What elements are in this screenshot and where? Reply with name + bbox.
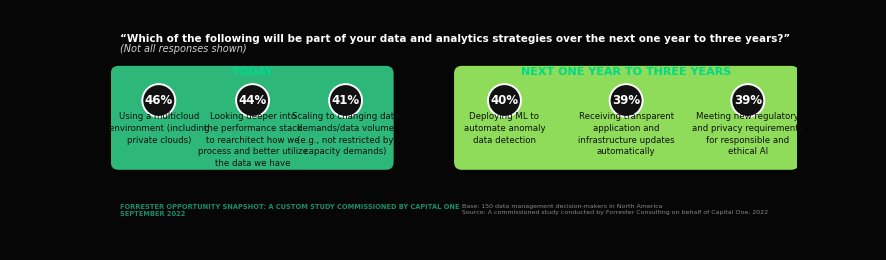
Circle shape xyxy=(733,85,764,116)
Text: (Not all responses shown): (Not all responses shown) xyxy=(120,43,246,54)
Text: 39%: 39% xyxy=(734,94,762,107)
Text: 44%: 44% xyxy=(238,94,267,107)
Circle shape xyxy=(730,83,766,118)
FancyBboxPatch shape xyxy=(111,66,393,170)
Text: Using a multicloud
environment (including
private clouds): Using a multicloud environment (includin… xyxy=(109,112,209,145)
Circle shape xyxy=(144,85,175,116)
Text: Base: 150 data management decision-makers in North America
Source: A commissione: Base: 150 data management decision-maker… xyxy=(462,204,768,215)
Circle shape xyxy=(328,83,363,118)
Circle shape xyxy=(609,83,643,118)
Circle shape xyxy=(142,83,176,118)
Circle shape xyxy=(489,85,520,116)
Text: Looking deeper into
the performance stack
to rearchitect how we
process and bett: Looking deeper into the performance stac… xyxy=(198,112,307,168)
Text: NEXT ONE YEAR TO THREE YEARS: NEXT ONE YEAR TO THREE YEARS xyxy=(521,67,731,77)
Text: Meeting new regulatory
and privacy requirements
for responsible and
ethical AI: Meeting new regulatory and privacy requi… xyxy=(692,112,804,157)
Text: 39%: 39% xyxy=(612,94,641,107)
Text: Deploying ML to
automate anomaly
data detection: Deploying ML to automate anomaly data de… xyxy=(463,112,545,145)
Circle shape xyxy=(330,85,361,116)
Circle shape xyxy=(237,85,268,116)
Circle shape xyxy=(487,83,522,118)
Text: 41%: 41% xyxy=(331,94,360,107)
Text: 46%: 46% xyxy=(144,94,173,107)
Circle shape xyxy=(610,85,641,116)
FancyBboxPatch shape xyxy=(454,66,799,170)
Text: 40%: 40% xyxy=(490,94,518,107)
Text: TODAY: TODAY xyxy=(231,67,274,77)
Text: “Which of the following will be part of your data and analytics strategies over : “Which of the following will be part of … xyxy=(120,34,790,43)
Circle shape xyxy=(235,83,270,118)
Text: Scaling to changing data
demands/data volume
(e.g., not restricted by
capacity d: Scaling to changing data demands/data vo… xyxy=(291,112,400,157)
Text: Receiving transparent
application and
infrastructure updates
automatically: Receiving transparent application and in… xyxy=(578,112,674,157)
Text: FORRESTER OPPORTUNITY SNAPSHOT: A CUSTOM STUDY COMMISSIONED BY CAPITAL ONE
SEPTE: FORRESTER OPPORTUNITY SNAPSHOT: A CUSTOM… xyxy=(120,204,460,217)
